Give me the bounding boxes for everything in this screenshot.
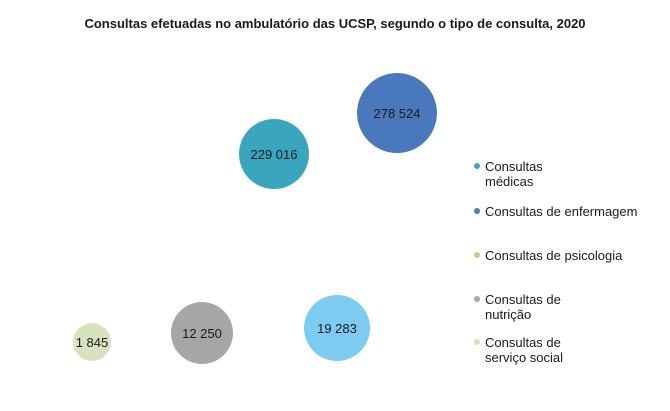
legend-label-nutricao: Consultas de nutrição — [485, 292, 561, 322]
bubble-circle-nutricao — [171, 302, 233, 364]
legend-marker-medicas — [474, 163, 480, 169]
bubble-psicologia: 1 845 — [73, 323, 111, 361]
legend-label-enfermagem: Consultas de enfermagem — [485, 204, 638, 219]
legend-marker-nutricao — [474, 296, 480, 302]
legend-marker-enfermagem — [474, 208, 480, 214]
legend-item-servico-social: Consultas de serviço social — [474, 335, 664, 365]
bubble-enfermagem: 278 524 — [357, 73, 437, 153]
legend-label-medicas: Consultas médicas — [485, 159, 543, 189]
bubble-circle-enfermagem — [357, 73, 437, 153]
bubble-medicas: 229 016 — [239, 119, 309, 189]
legend-label-psicologia: Consultas de psicologia — [485, 248, 623, 263]
bubble-label-nutricao: 12 250 — [182, 326, 222, 341]
bubble-circle-medicas — [239, 119, 309, 189]
bubble-nutricao: 12 250 — [171, 302, 233, 364]
legend-label-servico-social: Consultas de serviço social — [485, 335, 564, 365]
legend-marker-servico-social — [474, 339, 480, 345]
legend-item-psicologia: Consultas de psicologia — [474, 248, 664, 263]
bubble-servico-social: 19 283 — [304, 295, 370, 361]
bubble-label-medicas: 229 016 — [251, 147, 298, 162]
legend-item-enfermagem: Consultas de enfermagem — [474, 204, 664, 219]
legend-item-nutricao: Consultas de nutrição — [474, 292, 664, 322]
bubble-label-psicologia: 1 845 — [76, 335, 109, 350]
bubble-label-servico-social: 19 283 — [317, 321, 357, 336]
bubble-circle-servico-social — [304, 295, 370, 361]
legend-item-medicas: Consultas médicas — [474, 159, 664, 189]
bubble-circle-psicologia — [73, 323, 111, 361]
legend-marker-psicologia — [474, 252, 480, 258]
bubble-label-enfermagem: 278 524 — [374, 106, 421, 121]
chart-title: Consultas efetuadas no ambulatório das U… — [84, 16, 586, 31]
